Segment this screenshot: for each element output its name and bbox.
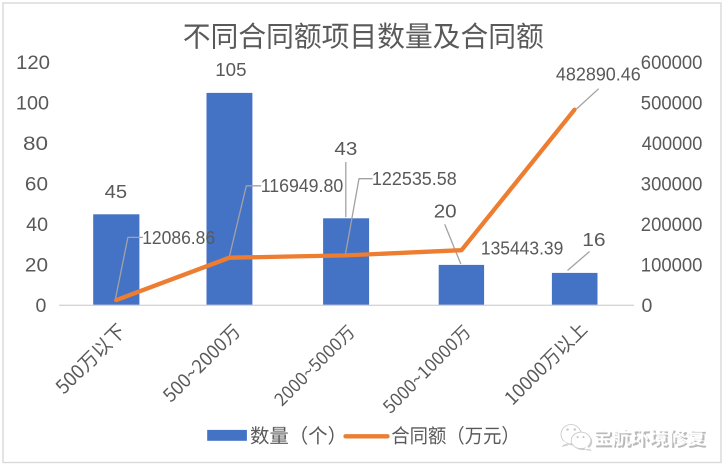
svg-text:116949.80: 116949.80 [261, 176, 344, 196]
svg-text:20: 20 [25, 254, 48, 276]
svg-text:500000: 500000 [641, 93, 703, 115]
svg-text:0: 0 [642, 295, 653, 317]
svg-text:80: 80 [23, 133, 48, 155]
svg-text:20: 20 [434, 200, 457, 221]
svg-text:105: 105 [215, 59, 246, 80]
svg-text:100: 100 [16, 93, 49, 115]
svg-text:200000: 200000 [641, 214, 703, 236]
svg-text:600000: 600000 [641, 52, 703, 74]
svg-text:100000: 100000 [641, 254, 703, 276]
svg-text:12086.86: 12086.86 [142, 228, 215, 248]
svg-text:482890.46: 482890.46 [556, 65, 641, 85]
svg-text:16: 16 [582, 229, 605, 250]
svg-text:43: 43 [334, 138, 357, 159]
svg-text:135443.39: 135443.39 [481, 238, 563, 258]
svg-text:120: 120 [16, 52, 50, 74]
svg-text:300000: 300000 [641, 173, 703, 195]
svg-text:122535.58: 122535.58 [372, 169, 457, 189]
svg-text:40: 40 [26, 214, 48, 236]
svg-text:400000: 400000 [642, 133, 703, 155]
svg-text:60: 60 [25, 173, 48, 195]
svg-text:45: 45 [105, 181, 127, 202]
svg-text:0: 0 [35, 295, 46, 317]
